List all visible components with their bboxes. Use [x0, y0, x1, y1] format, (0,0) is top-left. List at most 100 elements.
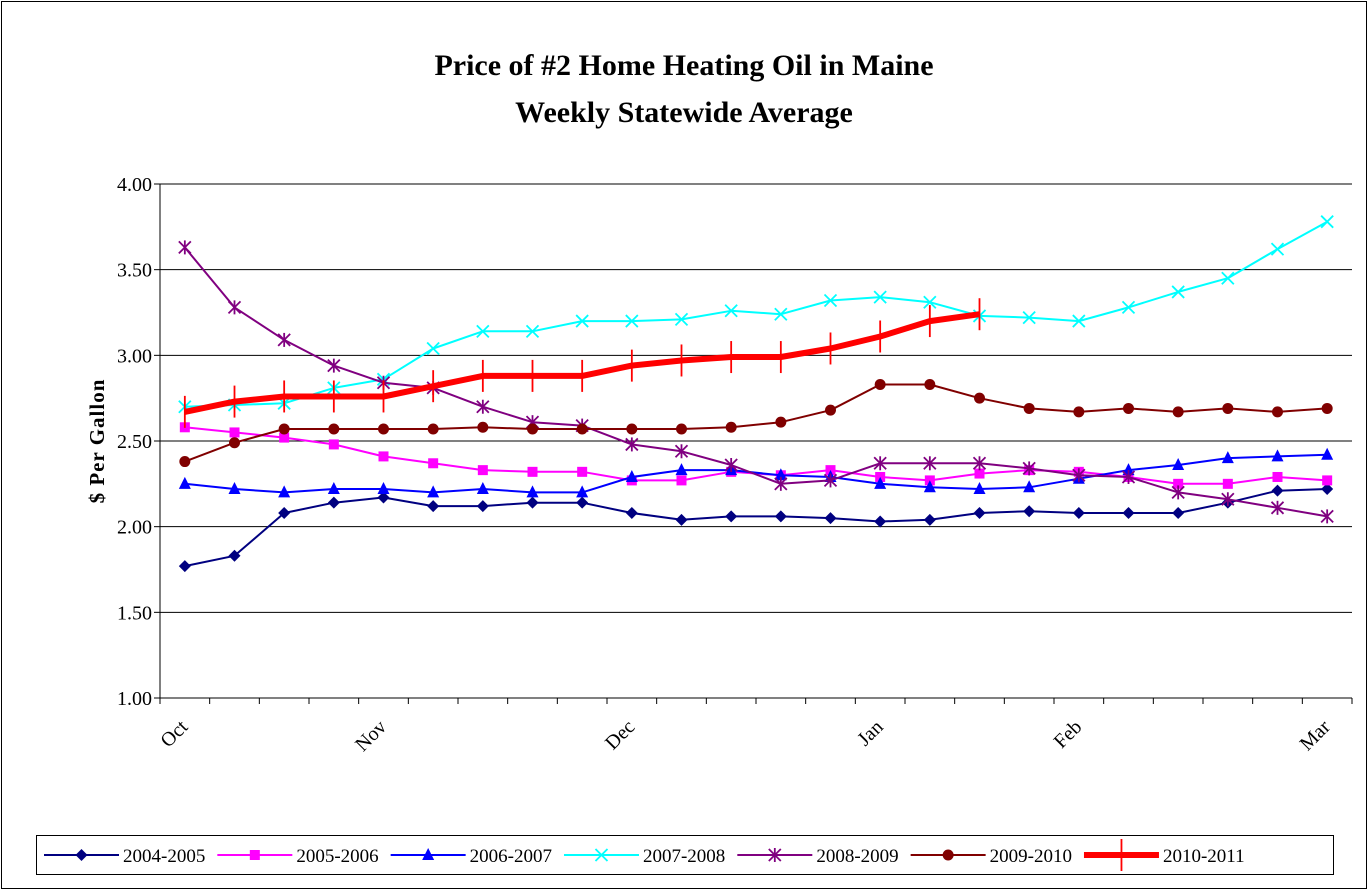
marker	[422, 848, 435, 860]
marker	[774, 307, 788, 321]
y-tick-label: 3.50	[117, 260, 152, 282]
marker	[228, 549, 241, 562]
marker	[327, 496, 340, 509]
marker	[775, 416, 787, 428]
marker	[1321, 402, 1333, 414]
marker	[1123, 402, 1134, 414]
marker	[1221, 492, 1235, 507]
marker	[825, 404, 836, 416]
marker	[476, 399, 490, 414]
marker	[774, 476, 788, 491]
marker	[1320, 215, 1334, 229]
marker	[774, 510, 787, 523]
marker	[676, 475, 687, 486]
marker	[873, 290, 887, 304]
marker	[575, 314, 589, 328]
legend-label: 2004-2005	[123, 846, 205, 867]
marker-stroke	[724, 304, 738, 318]
marker	[1173, 478, 1184, 489]
marker	[724, 304, 738, 318]
marker	[824, 512, 837, 525]
y-tick-label: 2.50	[117, 431, 152, 453]
marker-stroke	[1022, 311, 1036, 325]
marker	[1023, 480, 1036, 493]
marker	[377, 491, 390, 504]
marker	[178, 476, 191, 489]
marker	[229, 427, 240, 438]
marker-stroke	[594, 848, 609, 862]
marker	[476, 324, 490, 338]
marker	[527, 466, 538, 477]
marker	[942, 849, 954, 861]
marker	[972, 456, 987, 471]
marker	[1270, 500, 1285, 515]
marker-stroke	[1320, 215, 1334, 229]
marker	[427, 500, 440, 513]
marker	[426, 341, 440, 356]
marker	[1023, 505, 1036, 518]
marker	[428, 458, 439, 469]
marker	[1022, 311, 1036, 325]
marker-stroke	[476, 324, 490, 338]
marker-stroke	[575, 314, 589, 328]
marker	[1122, 506, 1135, 519]
marker	[676, 423, 687, 435]
marker	[526, 496, 539, 509]
marker	[1073, 406, 1085, 418]
series-line	[184, 246, 1328, 518]
marker	[1172, 457, 1185, 470]
y-axis-label: $ Per Gallon	[85, 379, 109, 504]
marker	[477, 421, 489, 433]
marker	[768, 848, 782, 862]
marker	[823, 293, 838, 308]
legend-label: 2007-2008	[643, 846, 725, 867]
marker	[625, 469, 638, 482]
series-line	[184, 488, 1328, 568]
marker	[1172, 506, 1185, 519]
marker	[1022, 461, 1036, 476]
marker	[1321, 447, 1334, 460]
marker	[576, 496, 589, 509]
marker	[1272, 406, 1283, 418]
marker	[477, 465, 488, 476]
marker	[923, 456, 937, 471]
marker	[1023, 402, 1035, 414]
marker	[1270, 242, 1285, 256]
marker	[526, 485, 539, 498]
marker	[279, 432, 290, 443]
marker	[278, 423, 290, 435]
legend-label: 2009-2010	[990, 846, 1072, 867]
marker	[1321, 482, 1334, 495]
marker	[178, 560, 191, 573]
marker	[923, 513, 936, 526]
marker	[823, 473, 838, 488]
marker	[1121, 469, 1136, 484]
marker	[725, 421, 737, 433]
y-tick-label: 1.50	[117, 602, 152, 624]
marker	[377, 481, 390, 494]
marker	[626, 423, 638, 435]
marker	[923, 295, 937, 309]
marker	[427, 485, 440, 498]
marker	[973, 481, 986, 494]
marker	[427, 423, 439, 435]
marker	[874, 476, 887, 489]
marker	[527, 423, 538, 435]
series-line	[184, 383, 1328, 463]
marker	[75, 849, 88, 861]
marker	[1322, 475, 1333, 486]
marker	[874, 515, 887, 528]
marker	[1222, 402, 1234, 414]
marker	[328, 439, 339, 450]
marker	[675, 463, 688, 476]
marker-stroke	[1121, 300, 1136, 314]
marker	[923, 480, 936, 493]
marker-stroke	[1270, 242, 1285, 256]
marker	[378, 423, 389, 435]
marker	[328, 423, 340, 435]
marker-stroke	[1171, 285, 1185, 299]
marker	[476, 500, 489, 513]
marker	[973, 506, 986, 519]
marker	[1271, 449, 1284, 462]
